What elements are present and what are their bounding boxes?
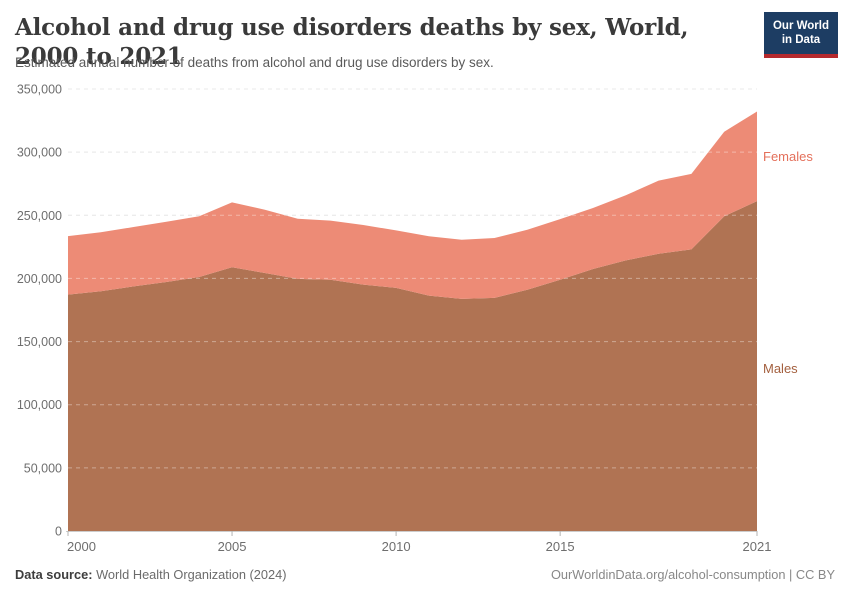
area-females[interactable] (68, 111, 757, 299)
x-axis-tick-label: 2015 (546, 539, 575, 554)
series-label-females[interactable]: Females (763, 149, 813, 164)
y-axis-tick-label: 350,000 (17, 83, 62, 97)
page-title: Alcohol and drug use disorders deaths by… (15, 14, 689, 70)
y-axis-tick-label: 250,000 (17, 209, 62, 223)
license-label: CC BY (795, 567, 835, 582)
footer-attribution: OurWorldinData.org/alcohol-consumption |… (551, 567, 835, 582)
area-males[interactable] (68, 201, 757, 531)
owid-logo[interactable]: Our World in Data (764, 12, 838, 58)
x-axis-tick-label: 2021 (743, 539, 772, 554)
footer-separator: | (785, 567, 796, 582)
owid-url-link[interactable]: OurWorldinData.org/alcohol-consumption (550, 567, 786, 582)
data-source: Data source: World Health Organization (… (15, 567, 286, 582)
data-source-label: Data source: (15, 567, 93, 582)
y-axis-tick-label: 150,000 (17, 335, 62, 349)
x-axis-tick-label: 2005 (218, 539, 247, 554)
data-source-value: World Health Organization (2024) (92, 567, 287, 582)
x-axis-tick-label: 2010 (382, 539, 411, 554)
owid-logo-line1: Our World (772, 20, 829, 32)
owid-logo-line2: in Data (781, 34, 821, 47)
y-axis-tick-label: 300,000 (17, 146, 62, 160)
series-label-males[interactable]: Males (763, 361, 798, 376)
y-axis-tick-label: 50,000 (24, 461, 62, 475)
chart-footer: Data source: World Health Organization (… (15, 567, 835, 582)
x-axis-tick-label: 2000 (67, 539, 96, 554)
y-axis-tick-label: 200,000 (17, 272, 62, 286)
y-axis-tick-label: 100,000 (17, 398, 62, 412)
chart-subtitle: Estimated annual number of deaths from a… (15, 55, 494, 70)
y-axis-tick-label: 0 (55, 525, 62, 539)
